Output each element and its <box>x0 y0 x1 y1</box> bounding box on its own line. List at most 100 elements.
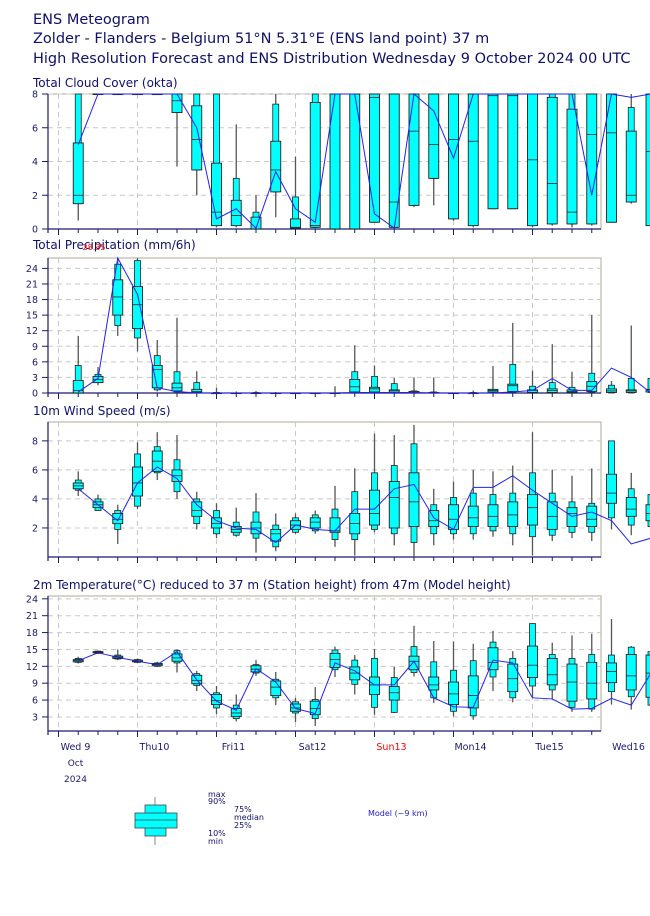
box-outer <box>647 378 650 393</box>
y-tick-label: 21 <box>26 611 38 622</box>
box-inner <box>428 510 440 527</box>
box-inner <box>507 383 519 392</box>
y-tick-label: 6 <box>32 465 38 476</box>
x-day-label: Wed16 <box>612 742 645 753</box>
x-day-label: Mon14 <box>454 742 486 753</box>
box-inner <box>112 513 124 525</box>
ens-box <box>645 93 650 227</box>
box-inner <box>546 501 558 530</box>
ens-box <box>151 432 163 481</box>
box-inner <box>487 504 499 527</box>
ens-box <box>270 513 282 552</box>
ens-box <box>625 472 637 536</box>
box-inner <box>388 481 400 529</box>
ens-box <box>388 435 400 546</box>
legend-p10: 10% <box>208 829 226 838</box>
ens-box <box>270 94 282 218</box>
box-inner <box>606 473 617 504</box>
ens-box <box>309 93 321 229</box>
box-inner <box>191 388 203 393</box>
y-tick-label: 18 <box>26 628 38 639</box>
box-inner <box>329 652 341 668</box>
ens-box <box>72 335 84 394</box>
box-outer <box>548 382 556 394</box>
ens-box <box>507 322 519 393</box>
ens-box <box>191 371 203 394</box>
x-year-label: 2024 <box>64 775 87 785</box>
ens-box <box>546 344 558 394</box>
ens-box <box>586 93 598 226</box>
ens-box <box>487 366 499 393</box>
legend-p75: 75% <box>234 805 252 814</box>
ens-box <box>388 666 400 713</box>
ens-box <box>507 465 519 546</box>
box-inner <box>428 93 440 179</box>
y-tick-label: 15 <box>26 311 38 322</box>
y-tick-label: 24 <box>26 594 38 605</box>
box-inner <box>290 218 301 229</box>
box-inner <box>211 162 222 227</box>
ens-box <box>546 93 558 226</box>
box-inner <box>448 504 459 530</box>
ens-box <box>428 93 440 206</box>
legend-median: median <box>234 813 264 822</box>
ens-box <box>645 494 650 527</box>
location-line: Zolder - Flanders - Belgium 51°N 5.31°E … <box>33 31 490 47</box>
legend-p25: 25% <box>234 821 252 830</box>
box-inner <box>369 489 380 526</box>
box-inner <box>388 686 400 701</box>
plot-frame <box>47 257 602 394</box>
box-inner <box>270 140 282 193</box>
ens-box <box>527 623 538 698</box>
ens-box <box>171 435 183 499</box>
x-day-label: Sun13 <box>376 742 406 753</box>
box-inner <box>171 382 183 392</box>
ens-box <box>349 468 361 556</box>
y-tick-label: 9 <box>32 342 38 353</box>
ens-box <box>112 258 124 336</box>
box-inner <box>369 386 380 393</box>
ens-box <box>487 471 499 537</box>
box-inner <box>230 708 242 717</box>
x-month-label: Oct <box>68 759 84 769</box>
box-inner <box>487 647 499 671</box>
ens-box <box>230 507 242 537</box>
box-inner <box>230 199 242 227</box>
box-inner <box>191 105 203 171</box>
ens-box <box>250 493 262 553</box>
overflow-value-label: 28.35 <box>83 243 106 252</box>
ens-box <box>72 93 84 221</box>
y-tick-label: 2 <box>32 523 38 534</box>
box-inner <box>211 517 222 529</box>
box-inner <box>527 494 538 526</box>
ens-box <box>566 635 578 712</box>
y-tick-label: 2 <box>32 191 38 202</box>
box-outer <box>627 378 635 394</box>
box-inner <box>566 507 578 527</box>
ens-box <box>230 694 242 722</box>
ens-box <box>329 646 341 677</box>
ens-box <box>645 378 650 393</box>
box-inner <box>487 93 499 210</box>
box-inner <box>448 681 459 706</box>
y-tick-label: 6 <box>32 357 38 368</box>
ens-box <box>132 258 143 352</box>
box-inner <box>408 655 420 671</box>
x-day-label: Thu10 <box>139 742 170 753</box>
ens-box <box>349 345 361 393</box>
ens-box <box>408 424 420 557</box>
temperature-title: 2m Temperature(°C) reduced to 37 m (Stat… <box>33 578 511 592</box>
box-inner <box>112 279 124 316</box>
box-inner <box>309 517 321 529</box>
ens-box <box>546 642 558 699</box>
ens-box <box>211 686 222 715</box>
ens-box <box>645 651 650 706</box>
box-inner <box>566 663 578 702</box>
wind-speed-title: 10m Wind Speed (m/s) <box>33 404 171 418</box>
x-day-label: Wed 9 <box>61 742 91 753</box>
ens-box <box>507 651 519 703</box>
plot-frame <box>47 421 602 558</box>
y-tick-label: 0 <box>32 225 38 236</box>
y-tick-label: 12 <box>26 662 38 673</box>
